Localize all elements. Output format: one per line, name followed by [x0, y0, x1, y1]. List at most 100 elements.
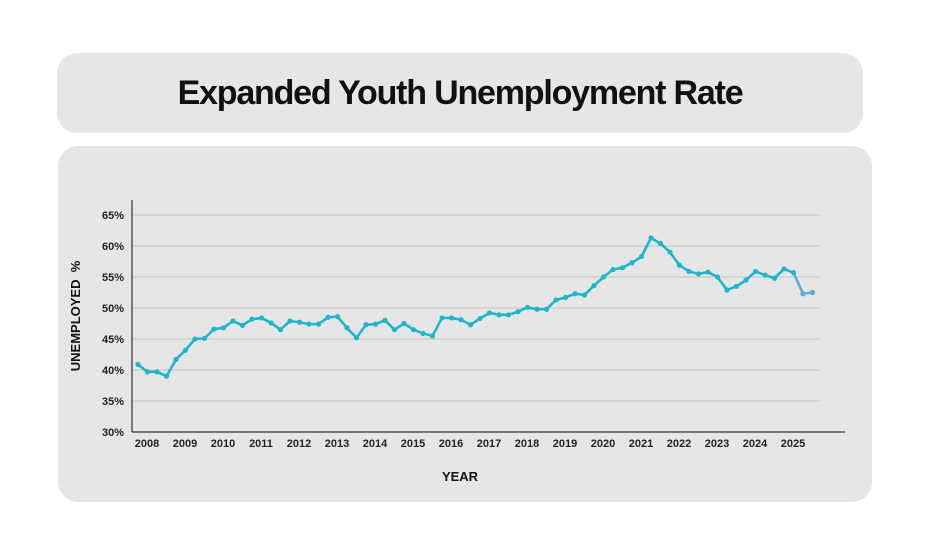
- data-point: [467, 322, 474, 328]
- y-tick-label: 35%: [102, 396, 124, 408]
- data-point: [572, 291, 578, 297]
- data-point: [277, 327, 284, 333]
- data-point: [439, 315, 445, 321]
- x-tick-label: 2024: [743, 438, 768, 450]
- data-point: [695, 271, 702, 277]
- data-point: [496, 312, 502, 318]
- data-point: [743, 277, 749, 283]
- x-tick-label: 2015: [401, 438, 425, 450]
- data-point: [391, 327, 398, 333]
- y-tick-label: 50%: [102, 303, 124, 315]
- x-tick-label: 2013: [325, 438, 349, 450]
- data-point: [657, 240, 664, 247]
- data-point: [752, 268, 759, 275]
- data-point: [619, 265, 626, 271]
- data-point: [781, 266, 787, 272]
- series-segment: [640, 236, 653, 258]
- data-point: [629, 260, 635, 266]
- x-tick-label: 2019: [553, 438, 577, 450]
- data-point: [648, 235, 654, 241]
- x-tick-label: 2014: [363, 438, 388, 450]
- data-point: [543, 306, 550, 312]
- data-point: [306, 321, 312, 327]
- data-point: [553, 297, 559, 303]
- data-point: [486, 310, 493, 316]
- data-point: [230, 318, 236, 324]
- data-point: [733, 283, 740, 289]
- y-tick-label: 60%: [102, 241, 124, 253]
- x-tick-label: 2020: [591, 438, 615, 450]
- x-tick-label: 2008: [135, 438, 159, 450]
- series-segment: [668, 250, 681, 267]
- data-point: [192, 336, 198, 342]
- series-segment: [431, 316, 444, 338]
- x-tick-label: 2010: [211, 438, 235, 450]
- data-point: [401, 320, 407, 327]
- data-point: [714, 274, 721, 280]
- data-point: [201, 335, 208, 341]
- data-point: [268, 320, 274, 326]
- x-tick-label: 2011: [249, 438, 273, 450]
- chart-title-box: Expanded Youth Unemployment Rate: [57, 53, 863, 133]
- data-point: [800, 291, 806, 297]
- series-segment: [355, 323, 368, 340]
- data-point: [809, 289, 816, 296]
- data-point: [762, 272, 768, 278]
- data-point: [220, 325, 227, 331]
- x-tick-label: 2025: [781, 438, 805, 450]
- x-tick-label: 2017: [477, 438, 501, 450]
- data-point: [458, 317, 464, 323]
- data-point: [676, 262, 683, 268]
- data-point: [771, 275, 778, 281]
- data-point: [163, 373, 170, 379]
- data-point: [334, 314, 341, 320]
- x-tick-label: 2012: [287, 438, 311, 450]
- y-tick-label: 45%: [102, 334, 124, 346]
- data-point: [173, 356, 179, 363]
- data-point: [182, 347, 189, 353]
- data-point: [344, 325, 350, 331]
- data-point: [372, 321, 379, 327]
- y-tick-label: 65%: [102, 210, 124, 222]
- data-point: [382, 317, 388, 323]
- x-tick-label: 2016: [439, 438, 463, 450]
- x-tick-label: 2022: [667, 438, 691, 450]
- data-point: [610, 266, 616, 273]
- data-point: [154, 369, 160, 375]
- data-point: [353, 335, 360, 341]
- y-tick-label: 30%: [102, 427, 124, 439]
- data-point: [448, 315, 455, 321]
- data-point: [667, 249, 673, 255]
- data-point: [258, 315, 265, 321]
- data-point: [429, 333, 436, 339]
- data-point: [705, 269, 711, 275]
- data-point: [686, 268, 692, 275]
- data-point: [724, 287, 730, 293]
- chart-panel: [58, 146, 872, 502]
- data-point: [638, 253, 645, 260]
- data-point: [420, 330, 426, 337]
- x-axis-label: YEAR: [442, 469, 479, 484]
- data-point: [135, 361, 141, 368]
- x-tick-label: 2023: [705, 438, 729, 450]
- series-segment: [792, 271, 805, 296]
- data-point: [790, 270, 797, 276]
- data-point: [315, 321, 322, 327]
- data-point: [591, 283, 597, 289]
- y-axis-label: UNEMPLOYED %: [68, 260, 83, 371]
- data-point: [515, 309, 521, 315]
- x-tick-label: 2021: [629, 438, 653, 450]
- data-point: [144, 369, 151, 375]
- series-segment: [165, 358, 178, 378]
- data-point: [581, 292, 588, 298]
- y-tick-label: 40%: [102, 365, 124, 377]
- data-point: [249, 316, 255, 322]
- data-point: [534, 306, 540, 312]
- data-point: [287, 318, 293, 324]
- data-point: [363, 322, 369, 328]
- data-point: [211, 326, 217, 332]
- x-tick-label: 2018: [515, 438, 539, 450]
- data-point: [410, 327, 417, 333]
- data-point: [296, 319, 303, 325]
